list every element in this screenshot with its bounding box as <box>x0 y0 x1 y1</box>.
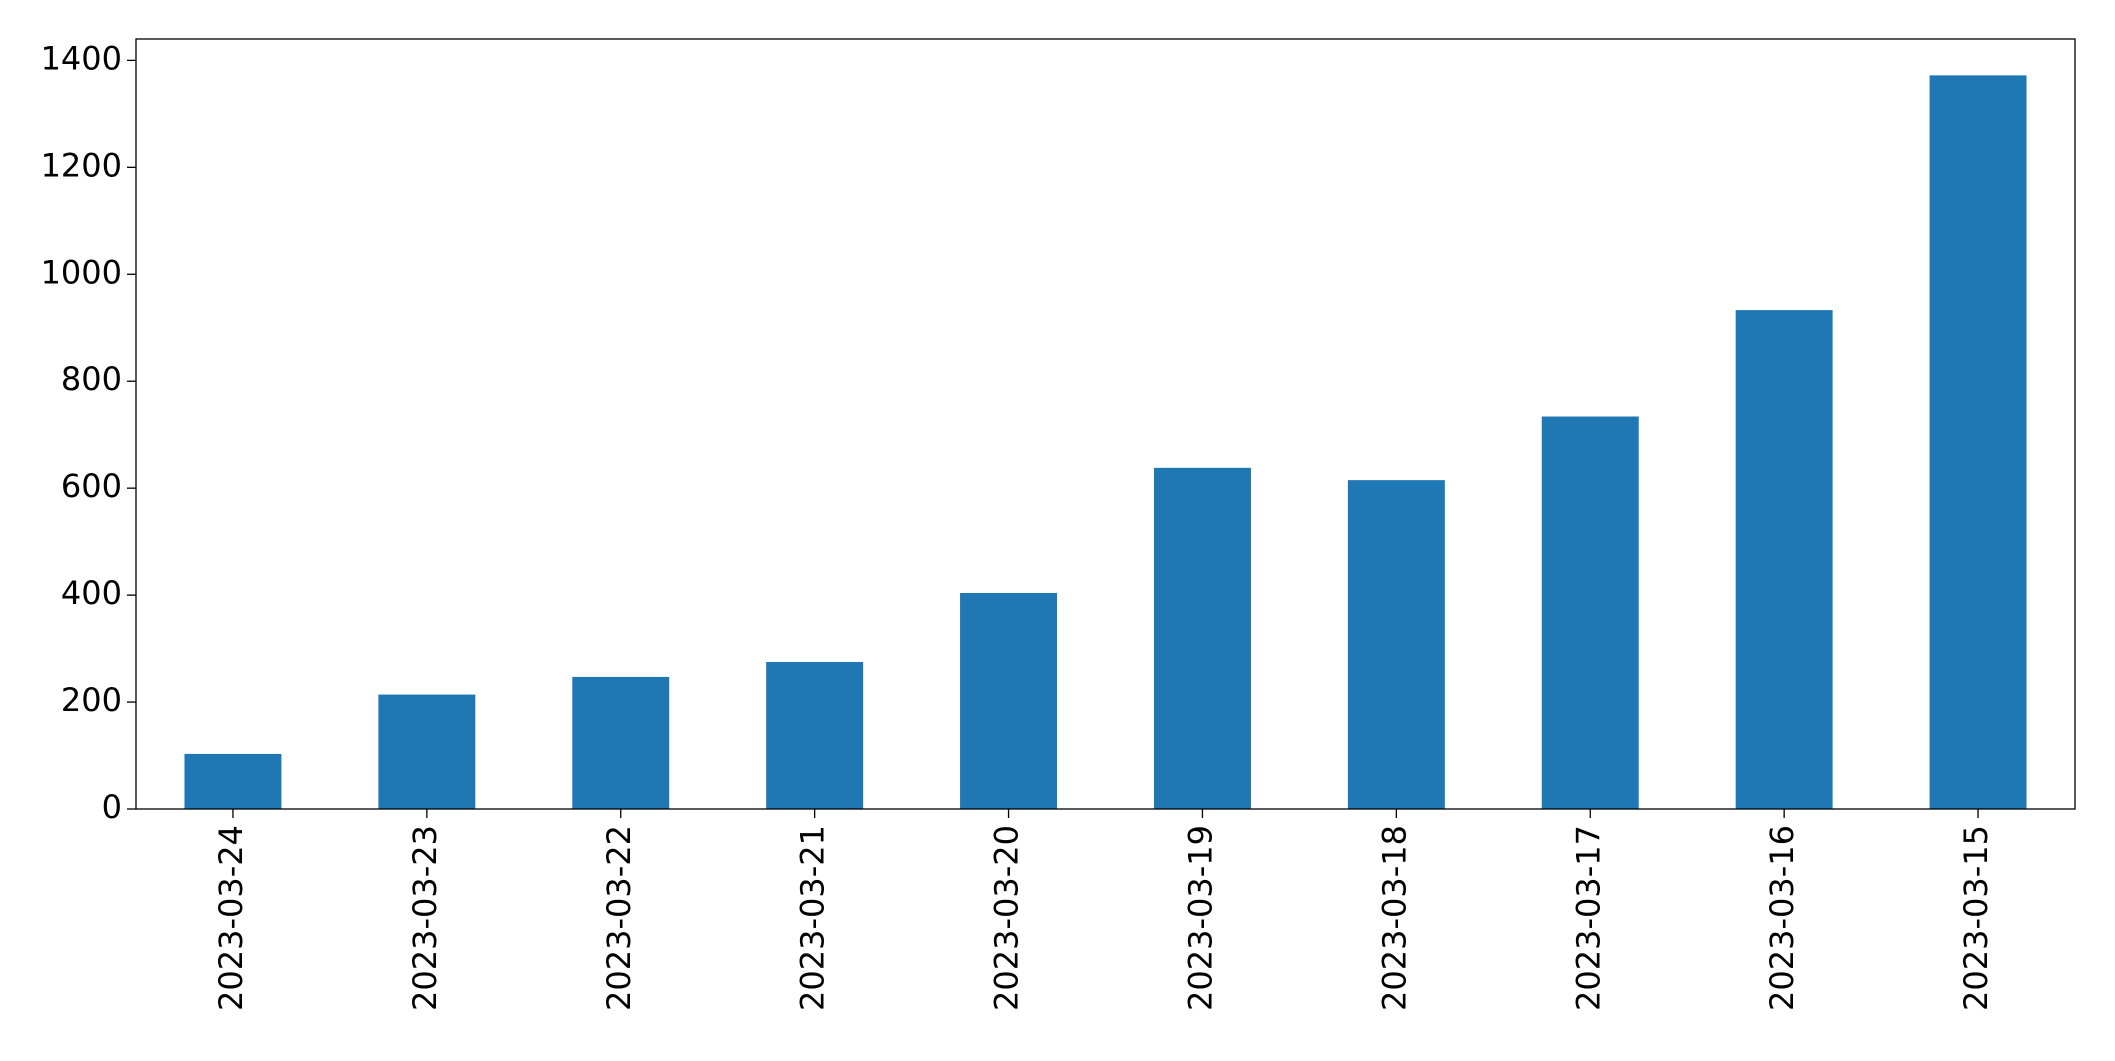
bar <box>184 753 282 809</box>
x-tick-label: 2023-03-15 <box>1957 825 1995 1011</box>
bar <box>1347 480 1445 809</box>
x-tick-label: 2023-03-21 <box>794 825 832 1011</box>
x-tick-label: 2023-03-20 <box>988 825 1026 1011</box>
bar <box>1929 75 2027 810</box>
x-tick-label: 2023-03-16 <box>1763 825 1801 1011</box>
bar <box>378 694 476 809</box>
x-tick-label: 2023-03-18 <box>1375 825 1413 1011</box>
y-tick-label: 400 <box>61 574 122 612</box>
bar <box>960 592 1058 809</box>
y-tick-label: 200 <box>61 681 122 719</box>
bar <box>766 661 864 809</box>
x-tick-label: 2023-03-23 <box>406 825 444 1011</box>
y-tick-label: 800 <box>61 360 122 398</box>
x-tick-label: 2023-03-17 <box>1569 825 1607 1011</box>
x-tick-label: 2023-03-22 <box>600 825 638 1011</box>
bar <box>1735 310 1833 809</box>
y-tick-label: 0 <box>102 788 122 826</box>
y-tick-label: 600 <box>61 467 122 505</box>
y-tick-label: 1200 <box>41 146 122 184</box>
y-tick-label: 1400 <box>41 39 122 77</box>
bar <box>1541 416 1639 809</box>
bar <box>1153 467 1251 809</box>
plot-frame <box>135 38 2076 810</box>
bar <box>572 676 670 809</box>
x-tick-label: 2023-03-24 <box>212 825 250 1011</box>
y-tick-label: 1000 <box>41 253 122 291</box>
x-tick-label: 2023-03-19 <box>1181 825 1219 1011</box>
